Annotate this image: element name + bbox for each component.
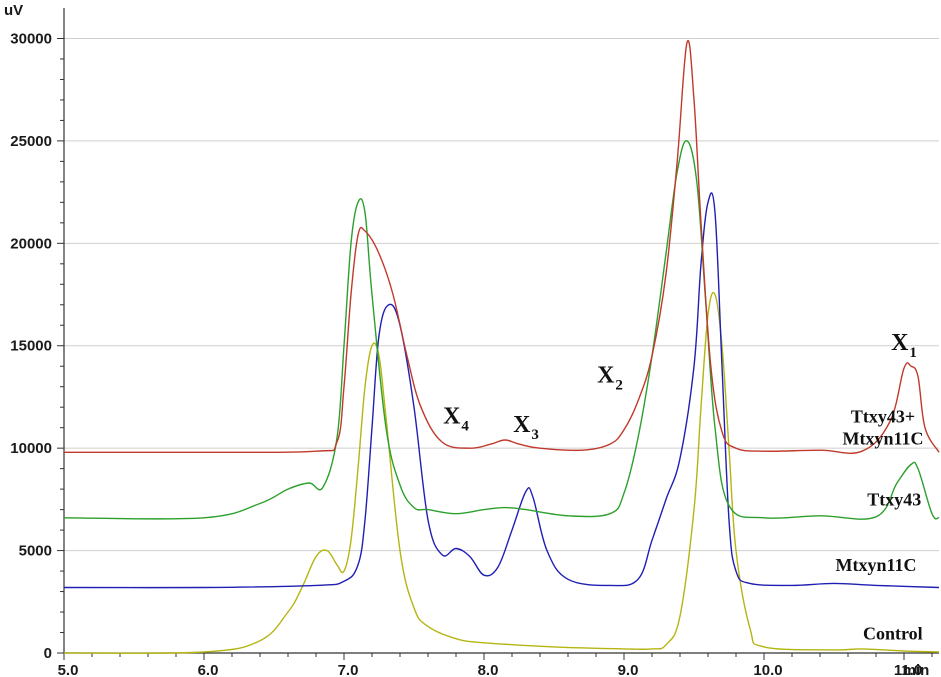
chromatogram-traces	[63, 39, 940, 654]
grid-lines	[64, 37, 939, 552]
y-tick-label: 15000	[10, 338, 52, 355]
y-tick-label: 10000	[10, 440, 52, 457]
series-line-ttxy43-mtxyn11c	[63, 39, 940, 454]
series-line-control	[63, 291, 940, 654]
series-line-mtxyn11c	[63, 192, 940, 589]
series-label: Ttxy43	[867, 489, 921, 509]
series-label: Control	[863, 624, 923, 644]
x-tick-label: 10.0	[753, 662, 782, 677]
x-tick-label: 6.0	[198, 662, 219, 677]
y-tick-label: 0	[44, 645, 52, 662]
x-tick-label: 5.0	[58, 662, 79, 677]
x-tick-label: 7.0	[338, 662, 359, 677]
axes: 0 5000 10000 15000 20000 25000 30000 5.0 6.0 7.0 8…	[4, 2, 939, 677]
y-tick-label: 30000	[10, 30, 52, 47]
x-tick-label: 9.0	[618, 662, 639, 677]
y-tick-label: 20000	[10, 235, 52, 252]
series-label: Mtxyn11C	[836, 555, 917, 575]
x-axis-unit-label: min	[903, 662, 930, 677]
series-line-ttxy43	[63, 140, 940, 520]
x-tick-label: 11.0	[894, 662, 922, 677]
series-label: Mtxyn11C	[843, 429, 924, 449]
y-tick-label: 5000	[19, 543, 52, 560]
y-axis-unit-label: uV	[4, 2, 23, 19]
y-tick-label: 25000	[10, 133, 52, 150]
x-tick-label: 8.0	[478, 662, 499, 677]
series-label: Ttxy43+	[851, 407, 915, 427]
